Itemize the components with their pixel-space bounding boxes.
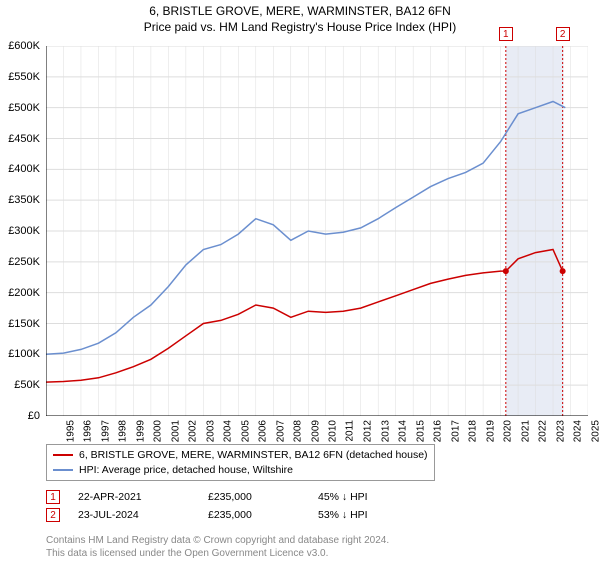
chart-area: £0£50K£100K£150K£200K£250K£300K£350K£400… — [46, 46, 588, 416]
y-tick-label: £100K — [8, 348, 40, 360]
x-tick-label: 1995 — [65, 420, 76, 442]
sale-marker-icon: 1 — [499, 27, 513, 41]
x-tick-label: 2007 — [275, 420, 286, 442]
y-tick-label: £400K — [8, 163, 40, 175]
y-tick-label: £50K — [14, 379, 40, 391]
x-tick-label: 2022 — [537, 420, 548, 442]
x-tick-label: 1997 — [100, 420, 111, 442]
x-tick-label: 2001 — [170, 420, 181, 442]
y-tick-label: £150K — [8, 318, 40, 330]
y-tick-label: £500K — [8, 102, 40, 114]
x-tick-label: 2010 — [328, 420, 339, 442]
y-tick-label: £450K — [8, 133, 40, 145]
sale-diff: 53% ↓ HPI — [318, 509, 418, 521]
sale-row: 1 22-APR-2021 £235,000 45% ↓ HPI — [46, 488, 418, 506]
y-tick-label: £350K — [8, 194, 40, 206]
line-chart — [46, 46, 588, 416]
x-tick-label: 2002 — [188, 420, 199, 442]
x-tick-label: 2019 — [485, 420, 496, 442]
footer: Contains HM Land Registry data © Crown c… — [46, 535, 389, 560]
x-tick-label: 1999 — [135, 420, 146, 442]
sales-table: 1 22-APR-2021 £235,000 45% ↓ HPI 2 23-JU… — [46, 488, 418, 524]
x-tick-label: 2008 — [293, 420, 304, 442]
y-tick-label: £250K — [8, 256, 40, 268]
y-tick-label: £200K — [8, 287, 40, 299]
x-tick-label: 2013 — [380, 420, 391, 442]
x-tick-label: 2024 — [572, 420, 583, 442]
x-tick-label: 2006 — [258, 420, 269, 442]
y-tick-label: £300K — [8, 225, 40, 237]
x-tick-label: 2009 — [310, 420, 321, 442]
footer-line: This data is licensed under the Open Gov… — [46, 548, 389, 561]
x-tick-label: 2012 — [362, 420, 373, 442]
x-tick-label: 2014 — [397, 420, 408, 442]
y-tick-label: £550K — [8, 71, 40, 83]
legend-item-property: 6, BRISTLE GROVE, MERE, WARMINSTER, BA12… — [53, 448, 428, 463]
x-tick-label: 1998 — [118, 420, 129, 442]
y-tick-label: £600K — [8, 40, 40, 52]
sale-diff: 45% ↓ HPI — [318, 491, 418, 503]
legend-label: HPI: Average price, detached house, Wilt… — [79, 463, 293, 478]
x-tick-label: 2021 — [520, 420, 531, 442]
y-tick-label: £0 — [28, 410, 40, 422]
x-tick-label: 2018 — [467, 420, 478, 442]
x-tick-label: 2017 — [450, 420, 461, 442]
footer-line: Contains HM Land Registry data © Crown c… — [46, 535, 389, 548]
x-tick-label: 2023 — [555, 420, 566, 442]
x-tick-label: 2005 — [240, 420, 251, 442]
x-tick-label: 2015 — [415, 420, 426, 442]
page-title: 6, BRISTLE GROVE, MERE, WARMINSTER, BA12… — [0, 4, 600, 18]
x-tick-label: 2011 — [344, 420, 355, 442]
x-tick-label: 2004 — [223, 420, 234, 442]
sale-marker-icon: 2 — [556, 27, 570, 41]
legend-swatch — [53, 469, 73, 471]
x-tick-label: 1996 — [83, 420, 94, 442]
sale-price: £235,000 — [208, 509, 318, 521]
legend-label: 6, BRISTLE GROVE, MERE, WARMINSTER, BA12… — [79, 448, 428, 463]
legend: 6, BRISTLE GROVE, MERE, WARMINSTER, BA12… — [46, 444, 435, 481]
sale-price: £235,000 — [208, 491, 318, 503]
x-tick-label: 2000 — [153, 420, 164, 442]
x-tick-label: 2020 — [502, 420, 513, 442]
sale-row: 2 23-JUL-2024 £235,000 53% ↓ HPI — [46, 506, 418, 524]
legend-item-hpi: HPI: Average price, detached house, Wilt… — [53, 463, 428, 478]
sale-marker-icon: 2 — [46, 508, 60, 522]
x-tick-label: 2003 — [205, 420, 216, 442]
sale-marker-icon: 1 — [46, 490, 60, 504]
x-tick-label: 2016 — [432, 420, 443, 442]
sale-date: 23-JUL-2024 — [78, 509, 208, 521]
sale-date: 22-APR-2021 — [78, 491, 208, 503]
legend-swatch — [53, 454, 73, 456]
x-tick-label: 2025 — [590, 420, 600, 442]
